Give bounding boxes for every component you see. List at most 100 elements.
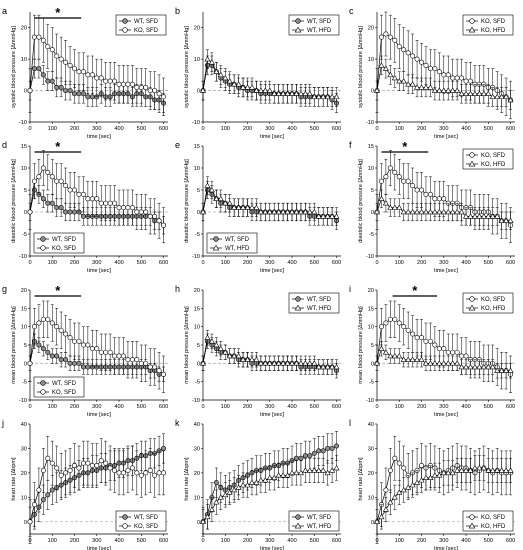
- x-tick-label: 200: [417, 260, 426, 266]
- data-point: [476, 213, 483, 219]
- data-point: [58, 56, 64, 62]
- x-tick-label: 600: [159, 126, 168, 132]
- data-point: [462, 363, 470, 370]
- x-tick-label: 600: [506, 404, 515, 410]
- data-point: [138, 84, 144, 90]
- data-point: [112, 200, 118, 206]
- y-tick-label: 0: [371, 89, 374, 95]
- panel-f: f -10 -5 0 5 10 15 0 100 200 300 400 500 600 time [sec…: [349, 139, 515, 274]
- data-point: [449, 208, 456, 215]
- x-tick-label: 200: [243, 126, 252, 132]
- legend-marker: [468, 26, 476, 33]
- x-axis-label: time [sec]: [260, 546, 284, 550]
- data-point: [49, 200, 55, 206]
- series-wt-hfd: [199, 176, 340, 226]
- data-point: [458, 90, 465, 96]
- x-tick-label: 200: [70, 538, 79, 544]
- data-point: [450, 75, 456, 81]
- y-tick-label: 30: [21, 446, 27, 452]
- data-point: [463, 353, 469, 359]
- data-point: [58, 178, 64, 184]
- data-point: [436, 472, 443, 478]
- data-point: [454, 349, 460, 355]
- data-point: [40, 497, 46, 503]
- data-point: [31, 178, 37, 184]
- data-point: [54, 205, 60, 211]
- legend-label: KO, SFD: [481, 153, 506, 159]
- data-point: [431, 472, 438, 478]
- y-tick-label: 20: [368, 26, 374, 32]
- data-point: [58, 205, 64, 211]
- data-point: [147, 88, 153, 94]
- y-tick-label: 15: [21, 306, 27, 312]
- data-point: [208, 506, 215, 512]
- legend-marker: [295, 514, 301, 520]
- legend-marker: [122, 27, 128, 33]
- data-point: [49, 320, 55, 326]
- data-point: [213, 480, 219, 486]
- data-point: [306, 90, 313, 96]
- x-axis-label: time [sec]: [260, 412, 284, 418]
- y-tick-label: 10: [194, 325, 200, 331]
- data-point: [382, 349, 389, 355]
- data-point: [134, 470, 140, 476]
- data-point: [152, 364, 158, 370]
- x-tick-label: 200: [70, 404, 79, 410]
- data-point: [54, 84, 60, 90]
- data-point: [422, 208, 430, 215]
- data-point: [462, 467, 470, 473]
- x-tick-label: 500: [484, 126, 493, 132]
- y-tick-label: 0: [24, 89, 27, 95]
- data-point: [329, 363, 336, 370]
- y-tick-label: -10: [192, 254, 200, 260]
- x-tick-label: 600: [159, 538, 168, 544]
- data-point: [199, 360, 207, 366]
- data-point: [226, 489, 233, 495]
- data-point: [107, 349, 113, 355]
- data-point: [27, 209, 33, 215]
- data-point: [288, 469, 296, 476]
- data-point: [125, 81, 131, 87]
- data-point: [40, 467, 46, 473]
- data-point: [409, 481, 416, 488]
- legend-marker: [468, 160, 476, 167]
- x-tick-label: 0: [28, 126, 31, 132]
- data-point: [266, 208, 273, 215]
- y-tick-label: 10: [21, 495, 27, 501]
- data-point: [293, 360, 300, 366]
- data-point: [54, 465, 60, 471]
- data-point: [378, 195, 385, 201]
- data-point: [244, 356, 251, 362]
- data-point: [85, 364, 91, 370]
- data-point: [80, 191, 86, 197]
- data-point: [222, 491, 229, 498]
- data-point: [480, 90, 487, 96]
- y-tick-label: 10: [21, 57, 27, 63]
- legend-label: WT, SFD: [307, 297, 332, 303]
- data-point: [422, 84, 430, 90]
- data-point: [36, 487, 42, 493]
- x-tick-label: 300: [439, 538, 448, 544]
- data-point: [302, 90, 309, 96]
- data-point: [72, 463, 78, 469]
- data-point: [405, 178, 411, 184]
- y-axis-label: diastolic blood pressure [ΔmmHg]: [184, 159, 190, 243]
- y-axis-label: diastolic blood pressure [ΔmmHg]: [11, 159, 17, 243]
- data-point: [378, 178, 384, 184]
- data-point: [334, 443, 340, 449]
- data-point: [199, 518, 207, 524]
- data-point: [152, 213, 158, 219]
- data-point: [280, 90, 287, 96]
- y-tick-label: 15: [368, 144, 374, 150]
- data-point: [40, 37, 46, 43]
- data-point: [471, 90, 478, 96]
- data-point: [94, 346, 100, 352]
- data-point: [454, 75, 460, 81]
- data-point: [440, 87, 447, 93]
- data-point: [316, 448, 322, 454]
- data-point: [297, 360, 304, 366]
- y-tick-label: 30: [194, 446, 200, 452]
